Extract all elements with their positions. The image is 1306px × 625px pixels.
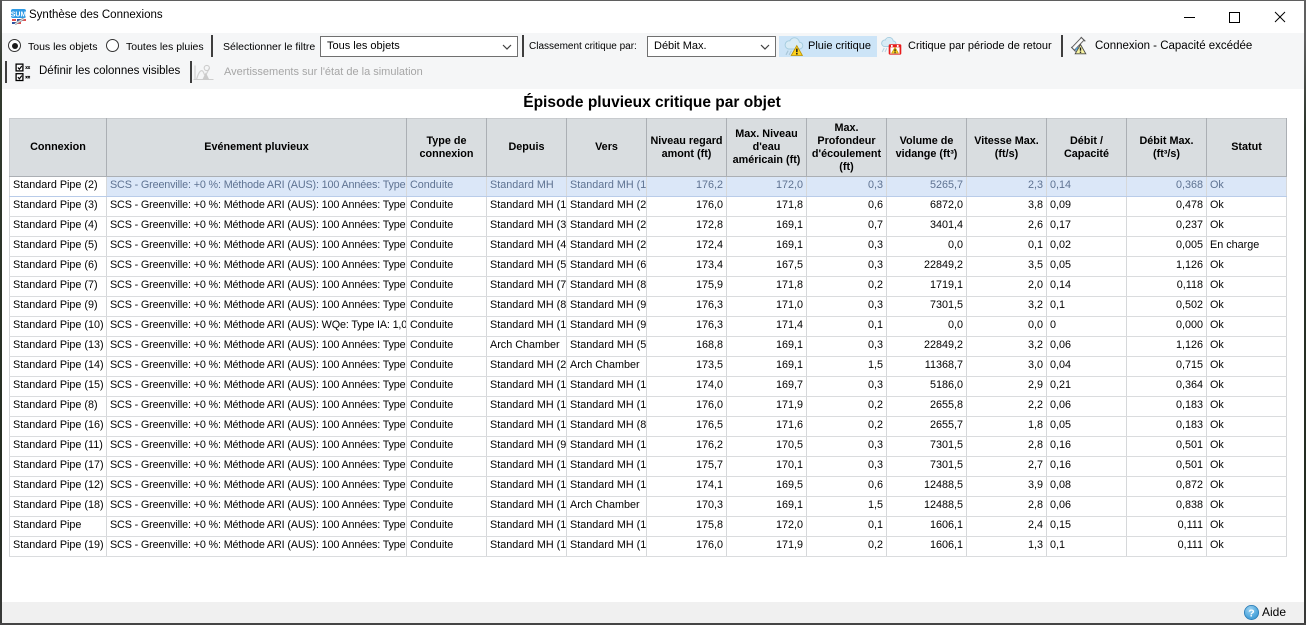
svg-text:SUM: SUM: [11, 12, 26, 19]
svg-text:?: ?: [1248, 607, 1254, 619]
